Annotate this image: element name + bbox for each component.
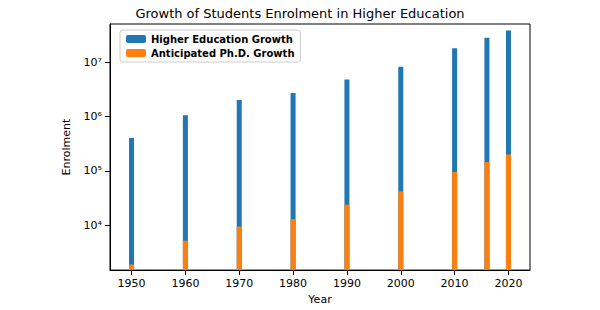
svg-text:1970: 1970 <box>225 277 253 290</box>
svg-text:1980: 1980 <box>279 277 307 290</box>
svg-text:2010: 2010 <box>441 277 469 290</box>
svg-text:1990: 1990 <box>333 277 361 290</box>
svg-text:10⁴: 10⁴ <box>84 219 103 232</box>
svg-text:2000: 2000 <box>387 277 415 290</box>
svg-text:1950: 1950 <box>118 277 146 290</box>
svg-text:Enrolment: Enrolment <box>60 118 73 175</box>
svg-text:10⁵: 10⁵ <box>84 164 102 177</box>
svg-text:10⁶: 10⁶ <box>84 110 103 123</box>
svg-text:Higher Education Growth: Higher Education Growth <box>151 34 293 45</box>
svg-text:Anticipated Ph.D. Growth: Anticipated Ph.D. Growth <box>151 48 295 59</box>
svg-text:2020: 2020 <box>494 277 522 290</box>
svg-text:Year: Year <box>307 293 332 306</box>
svg-text:1960: 1960 <box>171 277 199 290</box>
svg-text:10⁷: 10⁷ <box>84 56 102 69</box>
svg-text:Growth of Students Enrolment i: Growth of Students Enrolment in Higher E… <box>135 6 464 21</box>
